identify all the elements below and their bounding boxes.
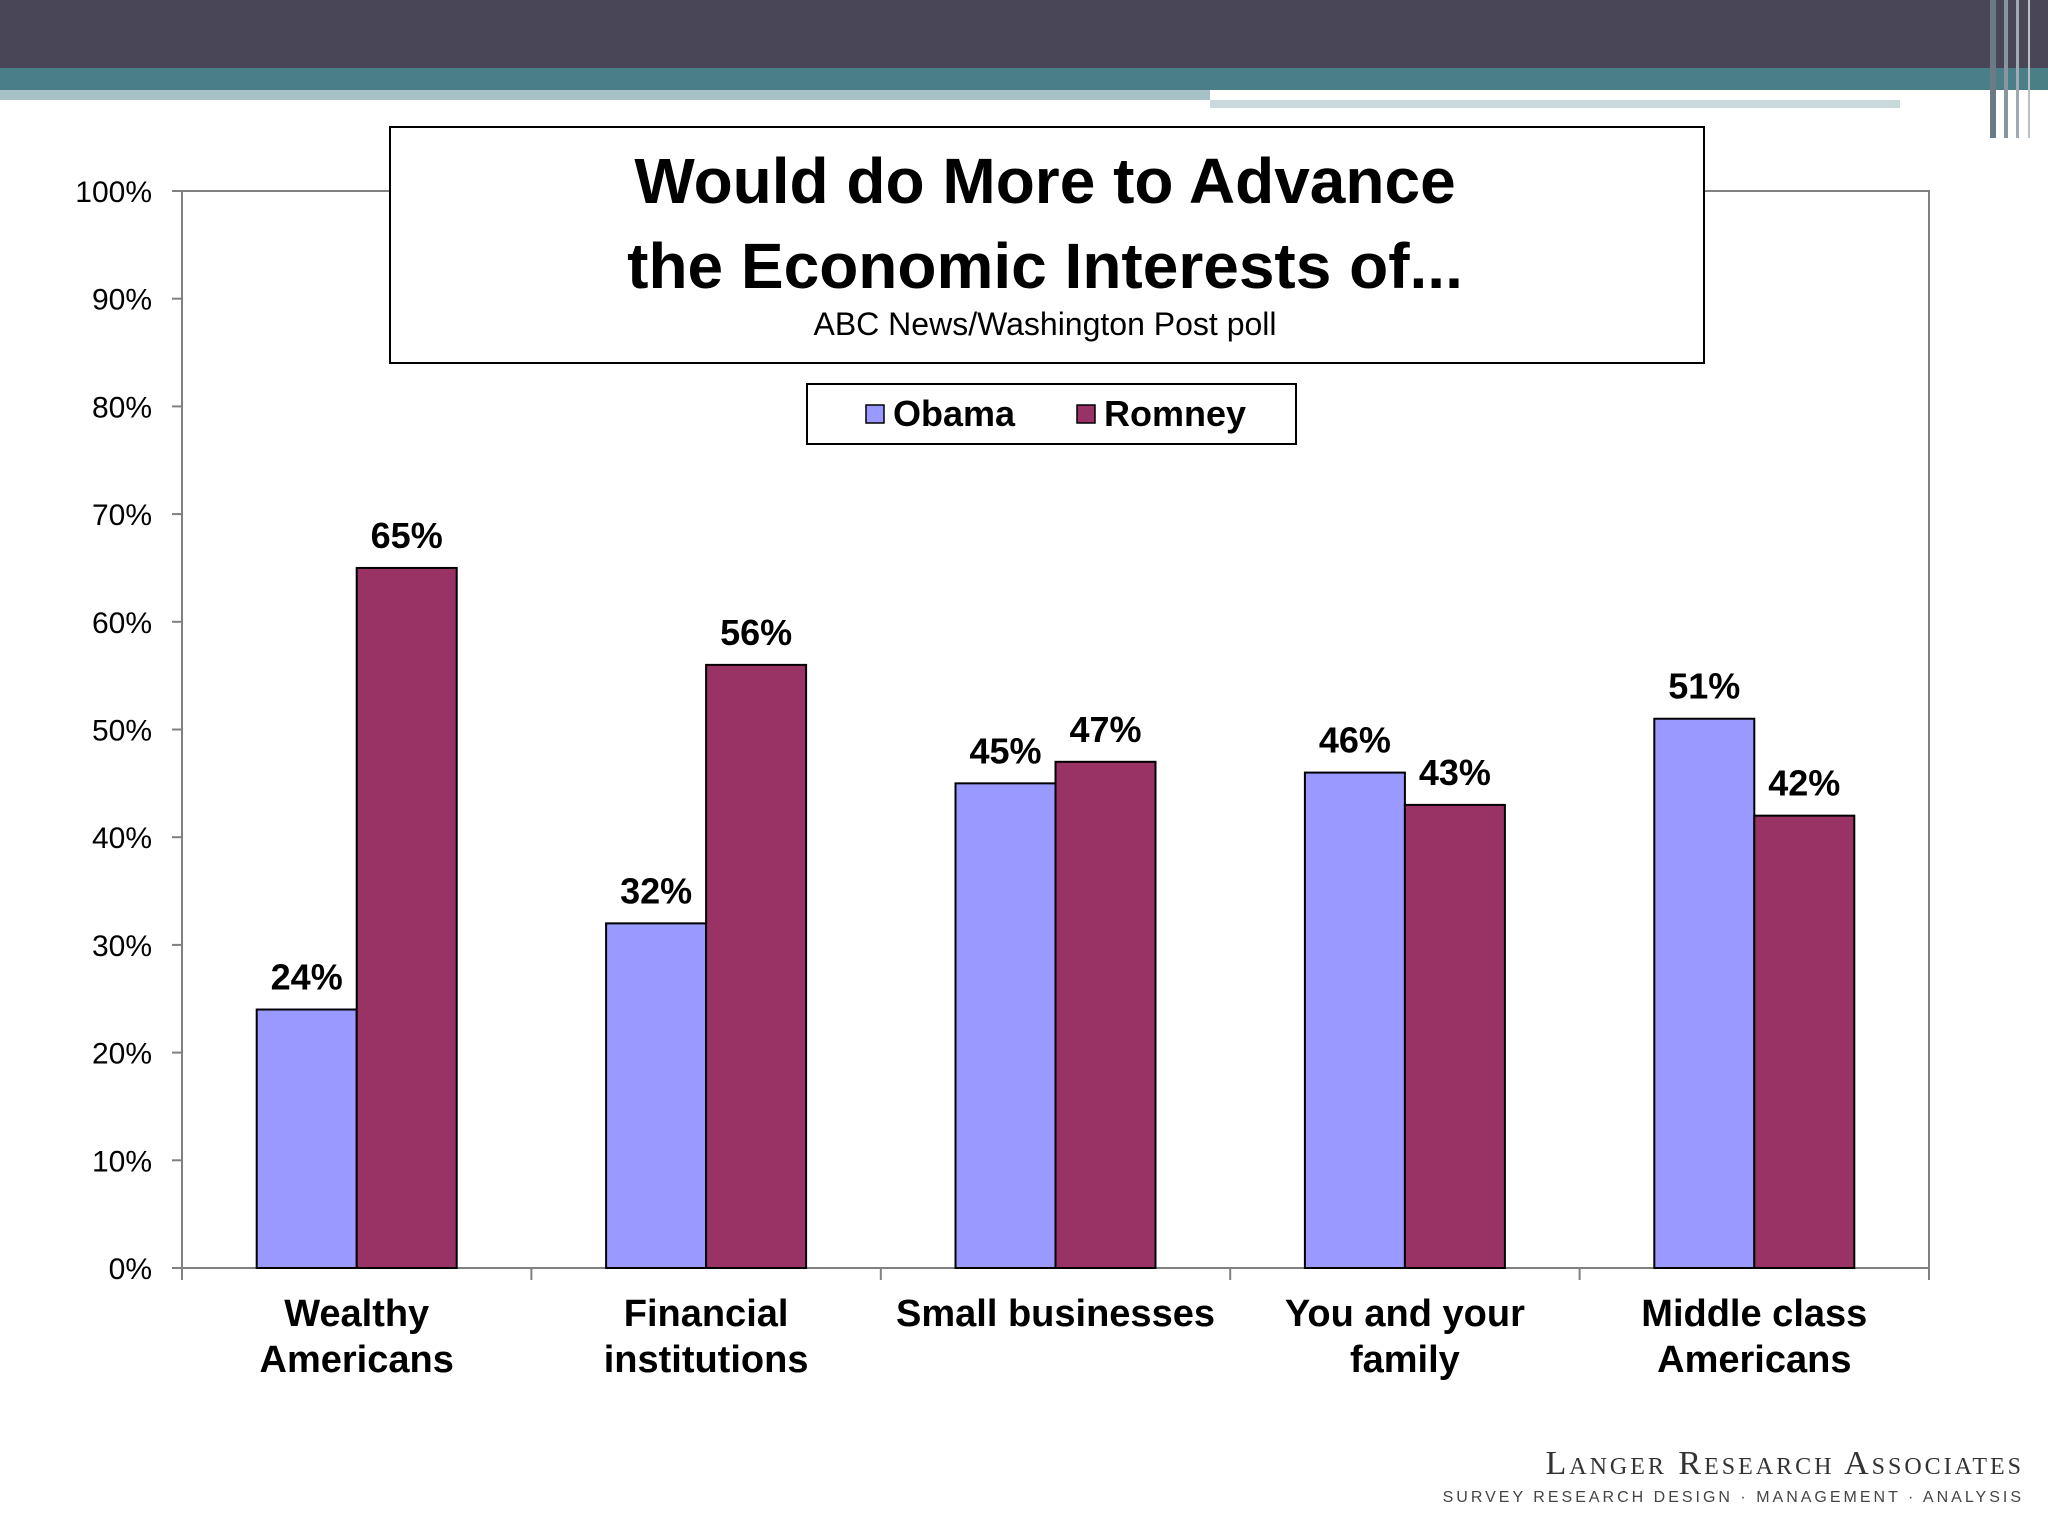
bar-romney [1054, 760, 1157, 1269]
category-label: institutions [604, 1339, 809, 1381]
value-labels: 24% 65% 32% 56% 45% 47% 46% 43% 51% 42% [271, 515, 1841, 998]
value-label-romney: 43% [1419, 752, 1491, 793]
bars [255, 566, 1856, 1270]
banner-edge-3 [2016, 0, 2019, 138]
legend-label-romney: Romney [1104, 393, 1246, 434]
category-label: Middle class [1641, 1293, 1867, 1335]
bar-obama [1653, 717, 1756, 1269]
legend-label-obama: Obama [893, 393, 1016, 434]
x-axis [181, 1267, 1930, 1280]
y-axis: 0% 10% 20% 30% 40% 50% 60% 70% 80% 90% 100% [75, 176, 183, 1286]
y-tick-label: 30% [92, 930, 152, 963]
bar-romney [1403, 803, 1506, 1269]
y-tick-label: 0% [109, 1253, 152, 1286]
category-label: Americans [260, 1339, 454, 1381]
value-label-romney: 42% [1768, 763, 1840, 804]
value-label-obama: 46% [1319, 720, 1391, 761]
y-tick-label: 20% [92, 1038, 152, 1071]
y-tick-label: 90% [92, 284, 152, 317]
banner-dark-band [0, 0, 2048, 68]
title-box-frame [389, 126, 1705, 364]
bar-obama [954, 782, 1057, 1269]
chart-title-line-2: the Economic Interests of... [627, 230, 1463, 302]
value-label-obama: 45% [969, 730, 1041, 771]
category-label: family [1350, 1339, 1460, 1381]
y-tick-label: 40% [92, 822, 152, 855]
title-box: Would do More to Advance the Economic In… [389, 126, 1705, 364]
value-label-romney: 56% [720, 612, 792, 653]
bar-romney [705, 663, 808, 1269]
legend-swatch-romney [1076, 404, 1096, 424]
category-label: Small businesses [896, 1293, 1215, 1335]
category-labels: WealthyAmericansFinancialinstitutionsSma… [260, 1293, 1868, 1381]
top-banner [0, 0, 2048, 138]
value-label-obama: 32% [620, 870, 692, 911]
legend: Obama Romney [806, 383, 1297, 445]
brand-tagline: SURVEY RESEARCH DESIGN · MANAGEMENT · AN… [1443, 1489, 2024, 1506]
bar-romney [355, 566, 458, 1269]
banner-edge-2 [2004, 0, 2008, 138]
brand-logo: Langer Research Associates SURVEY RESEAR… [1443, 1445, 2024, 1506]
y-tick-label: 60% [92, 607, 152, 640]
category-label: Financial [624, 1293, 789, 1335]
value-label-obama: 51% [1668, 666, 1740, 707]
bar-obama [255, 1008, 358, 1270]
category-label: Wealthy [284, 1293, 429, 1335]
banner-edge-1 [1990, 0, 1996, 138]
bar-romney [1753, 814, 1856, 1269]
y-tick-label: 70% [92, 499, 152, 532]
y-tick-label: 50% [92, 715, 152, 748]
category-label: Americans [1657, 1339, 1851, 1381]
chart-subtitle: ABC News/Washington Post poll [813, 306, 1276, 342]
banner-light-band-right [1210, 100, 1900, 108]
banner-light-band-left [0, 90, 1210, 100]
banner-teal-band [0, 68, 2048, 90]
y-tick-label: 80% [92, 391, 152, 424]
banner-edge-4 [2028, 0, 2030, 138]
legend-frame [806, 383, 1297, 445]
y-tick-label: 100% [75, 176, 152, 209]
value-label-romney: 65% [371, 515, 443, 556]
y-tick-label: 10% [92, 1145, 152, 1178]
brand-name: Langer Research Associates [1545, 1445, 2024, 1482]
legend-swatch-obama [865, 404, 885, 424]
category-label: You and your [1285, 1293, 1525, 1335]
chart-title-line-1: Would do More to Advance [634, 145, 1455, 217]
value-label-obama: 24% [271, 957, 343, 998]
bar-obama [1303, 771, 1406, 1270]
value-label-romney: 47% [1069, 709, 1141, 750]
bar-obama [605, 922, 708, 1269]
